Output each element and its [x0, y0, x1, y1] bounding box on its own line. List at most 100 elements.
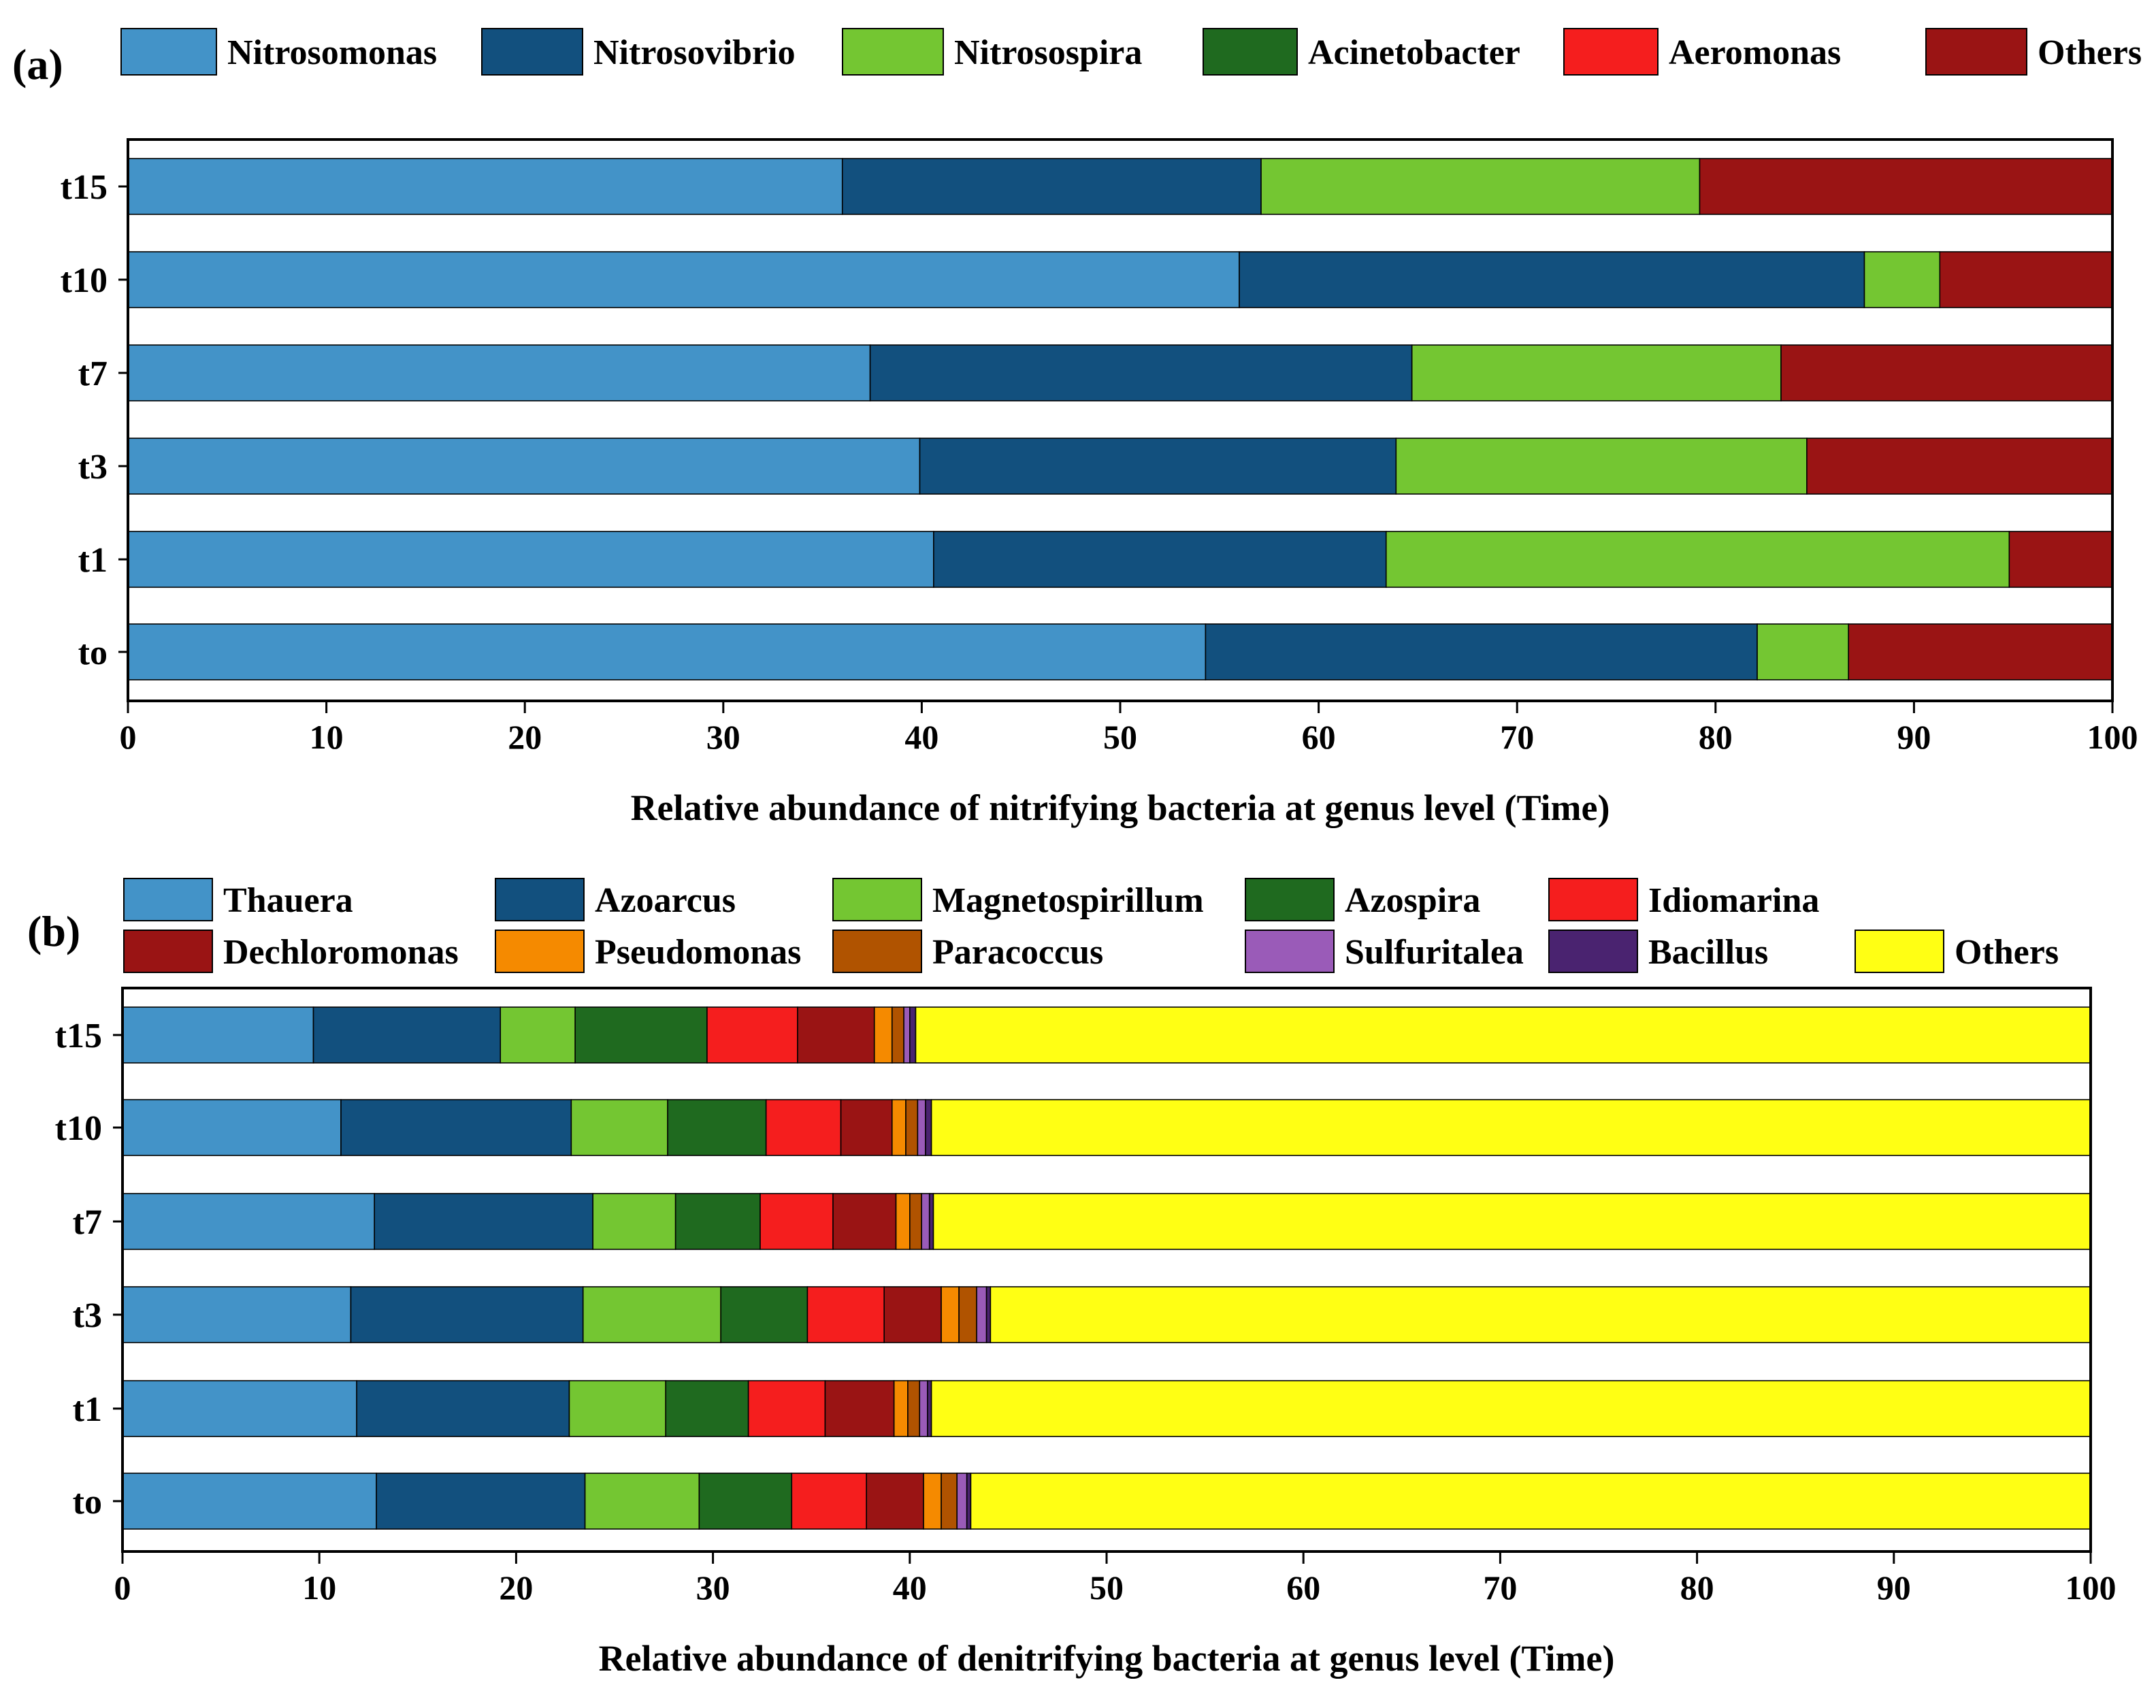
bar-to-sulfuritalea	[956, 1473, 968, 1530]
bar-t10-azospira	[667, 1099, 767, 1156]
y-tick-label-t15: t15	[55, 1017, 102, 1055]
bar-t15-nitrosomonas	[127, 158, 843, 215]
bar-to-bacillus	[966, 1473, 972, 1530]
panel-a: (a) Nitrosomonas Nitrosovibrio Nitrosospira…	[12, 28, 2142, 828]
x-tick-label-10: 10	[302, 1569, 336, 1607]
legend-swatch-nitrosovibrio	[481, 28, 583, 76]
bar-t7-azoarcus	[374, 1193, 593, 1250]
legend-label-azospira: Azospira	[1345, 881, 1480, 920]
legend-label-bacillus: Bacillus	[1648, 933, 1768, 972]
y-tick-label-to: to	[78, 634, 108, 672]
y-tick-label-t7: t7	[78, 355, 108, 393]
bar-t15-others	[915, 1006, 2091, 1064]
y-tick-label-to: to	[73, 1483, 102, 1522]
bar-t7-bacillus	[928, 1193, 934, 1250]
legend-swatch-others	[1925, 28, 2027, 76]
legend-a: Nitrosomonas Nitrosovibrio Nitrosospira Aci…	[120, 28, 2142, 76]
bar-t15-nitrosovibrio	[841, 158, 1262, 215]
x-tick-label-50: 50	[1103, 718, 1137, 756]
bar-t3-nitrosovibrio	[919, 438, 1397, 495]
legend-swatch-others	[1855, 930, 1944, 973]
bar-to-thauera	[122, 1473, 377, 1530]
x-tick-label-100: 100	[2087, 718, 2138, 756]
bar-t10-nitrosomonas	[127, 251, 1240, 308]
bar-t15-others	[1699, 158, 2113, 215]
bar-to-dechloromonas	[866, 1473, 924, 1530]
x-tick-label-70: 70	[1500, 718, 1534, 756]
x-tick-label-60: 60	[1302, 718, 1336, 756]
bar-t3-azospira	[720, 1286, 808, 1343]
bar-t3-others	[1806, 438, 2113, 495]
legend-label-azoarcus: Azoarcus	[595, 881, 736, 920]
x-axis-title-a: Relative abundance of nitrifying bacteri…	[631, 787, 1610, 828]
legend-label-nitrosomonas: Nitrosomonas	[227, 33, 437, 72]
bar-t3-dechloromonas	[883, 1286, 942, 1343]
legend-swatch-sulfuritalea	[1245, 930, 1335, 973]
legend-swatch-acinetobacter	[1203, 28, 1298, 76]
legend-label-acinetobacter: Acinetobacter	[1308, 33, 1520, 72]
bar-t7-nitrosovibrio	[869, 344, 1413, 401]
x-tick-label-70: 70	[1483, 1569, 1517, 1607]
bar-t10-dechloromonas	[840, 1099, 893, 1156]
y-tick-label-t3: t3	[78, 448, 108, 487]
legend-label-nitrosospira: Nitrosospira	[954, 33, 1142, 72]
bar-to-magnetospirillum	[584, 1473, 700, 1530]
bar-t15-dechloromonas	[797, 1006, 875, 1064]
bar-t7-paracoccus	[909, 1193, 922, 1250]
y-tick-label-t7: t7	[73, 1203, 102, 1242]
bar-to-others	[970, 1473, 2091, 1530]
x-tick-label-0: 0	[120, 718, 137, 756]
legend-label-dechloromonas: Dechloromonas	[223, 933, 459, 972]
bar-t15-bacillus	[909, 1006, 917, 1064]
bar-t3-nitrosospira	[1395, 438, 1808, 495]
bar-t1-nitrosovibrio	[933, 531, 1387, 588]
bar-t3-azoarcus	[350, 1286, 584, 1343]
bar-t1-dechloromonas	[824, 1380, 895, 1437]
bar-t15-azospira	[574, 1006, 708, 1064]
panel-label-b: (b)	[27, 907, 80, 955]
bar-t3-sulfuritalea	[976, 1286, 987, 1343]
x-tick-label-40: 40	[904, 718, 938, 756]
bar-t1-nitrosomonas	[127, 531, 934, 588]
legend-label-others: Others	[2038, 33, 2142, 72]
legend-swatch-bacillus	[1548, 930, 1638, 973]
legend-label-sulfuritalea: Sulfuritalea	[1345, 933, 1524, 972]
bar-t1-magnetospirillum	[568, 1380, 666, 1437]
bar-t15-paracoccus	[891, 1006, 904, 1064]
bar-to-idiomarina	[791, 1473, 867, 1530]
bar-to-nitrosovibrio	[1205, 623, 1758, 680]
legend-swatch-magnetospirillum	[832, 878, 922, 921]
bars-a	[127, 158, 2113, 680]
bar-t1-azospira	[665, 1380, 749, 1437]
legend-swatch-azoarcus	[495, 878, 585, 921]
bar-t15-idiomarina	[706, 1006, 798, 1064]
bars-b	[122, 1006, 2091, 1530]
bar-t1-idiomarina	[747, 1380, 826, 1437]
bar-t3-paracoccus	[958, 1286, 977, 1343]
x-tick-label-50: 50	[1090, 1569, 1124, 1607]
x-tick-label-100: 100	[2065, 1569, 2117, 1607]
x-tick-label-30: 30	[696, 1569, 730, 1607]
bar-t7-dechloromonas	[832, 1193, 897, 1250]
legend-swatch-idiomarina	[1548, 878, 1638, 921]
bar-t7-magnetospirillum	[592, 1193, 676, 1250]
bar-t1-sulfuritalea	[919, 1380, 928, 1437]
bar-t7-nitrosospira	[1411, 344, 1782, 401]
x-tick-label-0: 0	[114, 1569, 131, 1607]
bar-to-others	[1848, 623, 2113, 680]
bar-to-azospira	[698, 1473, 793, 1530]
x-tick-label-20: 20	[499, 1569, 533, 1607]
x-tick-label-90: 90	[1897, 718, 1931, 756]
bar-t10-magnetospirillum	[570, 1099, 668, 1156]
bar-to-azoarcus	[376, 1473, 586, 1530]
legend-label-aeromonas: Aeromonas	[1669, 33, 1841, 72]
bar-t10-nitrosovibrio	[1239, 251, 1865, 308]
bar-t3-magnetospirillum	[582, 1286, 721, 1343]
x-tick-label-30: 30	[706, 718, 740, 756]
bar-t1-nitrosospira	[1385, 531, 2010, 588]
legend-label-paracoccus: Paracoccus	[932, 933, 1103, 972]
x-axis-title-b: Relative abundance of denitrifying bacte…	[599, 1638, 1615, 1679]
bar-to-nitrosomonas	[127, 623, 1207, 680]
bar-t1-paracoccus	[907, 1380, 921, 1437]
x-tick-label-20: 20	[508, 718, 542, 756]
